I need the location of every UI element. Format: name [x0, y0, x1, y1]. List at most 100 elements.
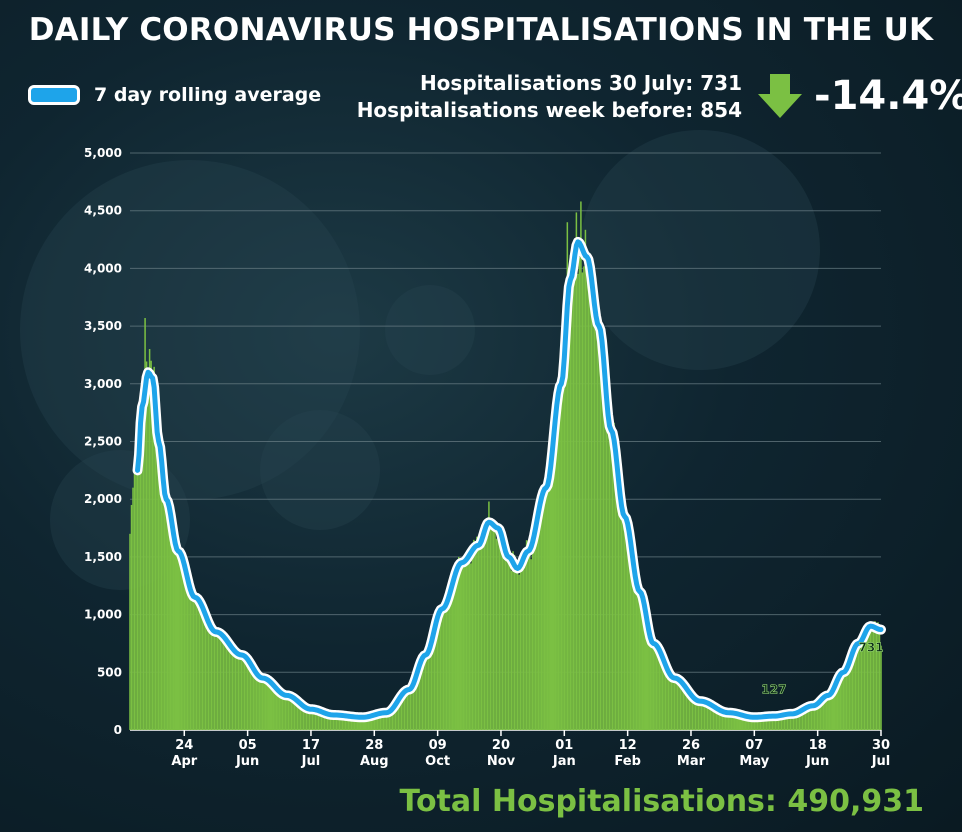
daily-bar	[749, 717, 751, 730]
daily-bar	[296, 700, 299, 730]
daily-bar	[780, 716, 783, 730]
daily-bar	[519, 569, 522, 730]
daily-bar	[160, 459, 163, 730]
daily-bar	[545, 489, 547, 730]
daily-bar	[644, 616, 647, 730]
daily-bar	[432, 639, 434, 730]
daily-bar	[325, 713, 327, 730]
background-blob-3	[385, 285, 475, 375]
daily-bar	[343, 715, 345, 730]
daily-bar	[417, 672, 419, 730]
daily-bar	[595, 290, 597, 730]
daily-bar	[771, 715, 774, 730]
daily-bar	[277, 692, 279, 730]
daily-bar	[655, 643, 658, 730]
daily-bar	[426, 650, 428, 730]
daily-bar	[697, 701, 700, 730]
daily-bar	[328, 713, 330, 730]
daily-bar	[329, 715, 332, 730]
daily-bar	[337, 714, 339, 730]
daily-bar	[839, 672, 842, 730]
daily-bar	[587, 255, 590, 730]
x-tick-month: Jun	[805, 754, 829, 769]
daily-bar	[831, 688, 834, 730]
x-axis-tick-labels: 24Apr05Jun17Jul28Aug09Oct20Nov01Jan12Feb…	[171, 730, 890, 769]
y-tick-label: 2,500	[84, 435, 122, 449]
daily-bar	[381, 712, 383, 730]
daily-bar	[267, 680, 270, 730]
daily-bar	[590, 295, 593, 730]
daily-bar	[243, 659, 246, 730]
daily-bar	[669, 676, 671, 730]
daily-bar	[442, 600, 445, 730]
daily-bar	[305, 706, 308, 730]
daily-bar	[534, 523, 537, 730]
y-tick-label: 0	[114, 723, 122, 737]
daily-bar	[714, 706, 716, 730]
daily-bar	[869, 630, 872, 730]
x-tick-month: Feb	[614, 754, 640, 769]
daily-bar	[154, 412, 157, 730]
daily-bar	[192, 597, 195, 730]
daily-bar	[740, 714, 742, 730]
daily-bar	[216, 634, 219, 730]
daily-bar	[295, 700, 297, 730]
daily-bar	[835, 684, 837, 730]
daily-bar	[271, 681, 273, 730]
daily-bar	[218, 637, 220, 730]
daily-bar	[685, 687, 688, 730]
daily-bar	[539, 502, 541, 730]
daily-bar	[875, 629, 878, 730]
daily-bar	[399, 698, 401, 730]
daily-bar	[641, 590, 644, 730]
daily-bar	[718, 710, 721, 730]
daily-bar	[626, 512, 629, 730]
daily-bar	[405, 688, 407, 730]
daily-bar	[700, 701, 703, 730]
daily-bar	[263, 675, 265, 730]
daily-bar	[649, 637, 652, 730]
daily-bar	[732, 713, 734, 730]
daily-bar	[693, 699, 695, 730]
daily-bar	[752, 716, 754, 730]
daily-bar	[596, 326, 599, 730]
y-tick-label: 1,500	[84, 550, 122, 564]
daily-bar	[743, 715, 745, 730]
daily-bar	[488, 501, 490, 730]
daily-bar	[770, 716, 772, 730]
daily-bar	[634, 566, 636, 730]
chart-title: DAILY CORONAVIRUS HOSPITALISATIONS IN TH…	[28, 12, 934, 48]
daily-bar	[234, 653, 237, 730]
daily-bar	[608, 410, 611, 730]
daily-bar	[856, 649, 858, 730]
daily-bar	[620, 499, 623, 730]
daily-bar	[264, 676, 267, 730]
daily-bar	[402, 693, 404, 730]
daily-bar	[197, 593, 199, 730]
daily-bar	[651, 641, 653, 730]
daily-bar	[768, 717, 771, 730]
daily-bar	[559, 368, 561, 730]
daily-bar	[203, 617, 205, 730]
daily-bar	[812, 705, 814, 730]
daily-bar	[239, 659, 241, 730]
daily-bar	[168, 506, 170, 730]
daily-bar	[177, 556, 180, 730]
daily-bar	[827, 694, 829, 730]
daily-bar	[800, 709, 802, 730]
daily-bar	[372, 715, 374, 730]
daily-bar	[258, 677, 261, 730]
daily-bar	[275, 690, 278, 730]
daily-bar	[706, 703, 709, 730]
daily-bar	[186, 578, 189, 730]
daily-bar	[758, 716, 760, 730]
daily-bar	[228, 643, 231, 730]
daily-bar	[721, 712, 724, 730]
daily-bar	[494, 526, 496, 730]
daily-bar	[255, 676, 258, 730]
daily-bar	[221, 640, 223, 730]
daily-bar	[353, 716, 356, 730]
daily-bar	[436, 610, 439, 730]
change-percentage: -14.4%	[814, 73, 962, 119]
x-tick-day: 20	[492, 738, 510, 753]
